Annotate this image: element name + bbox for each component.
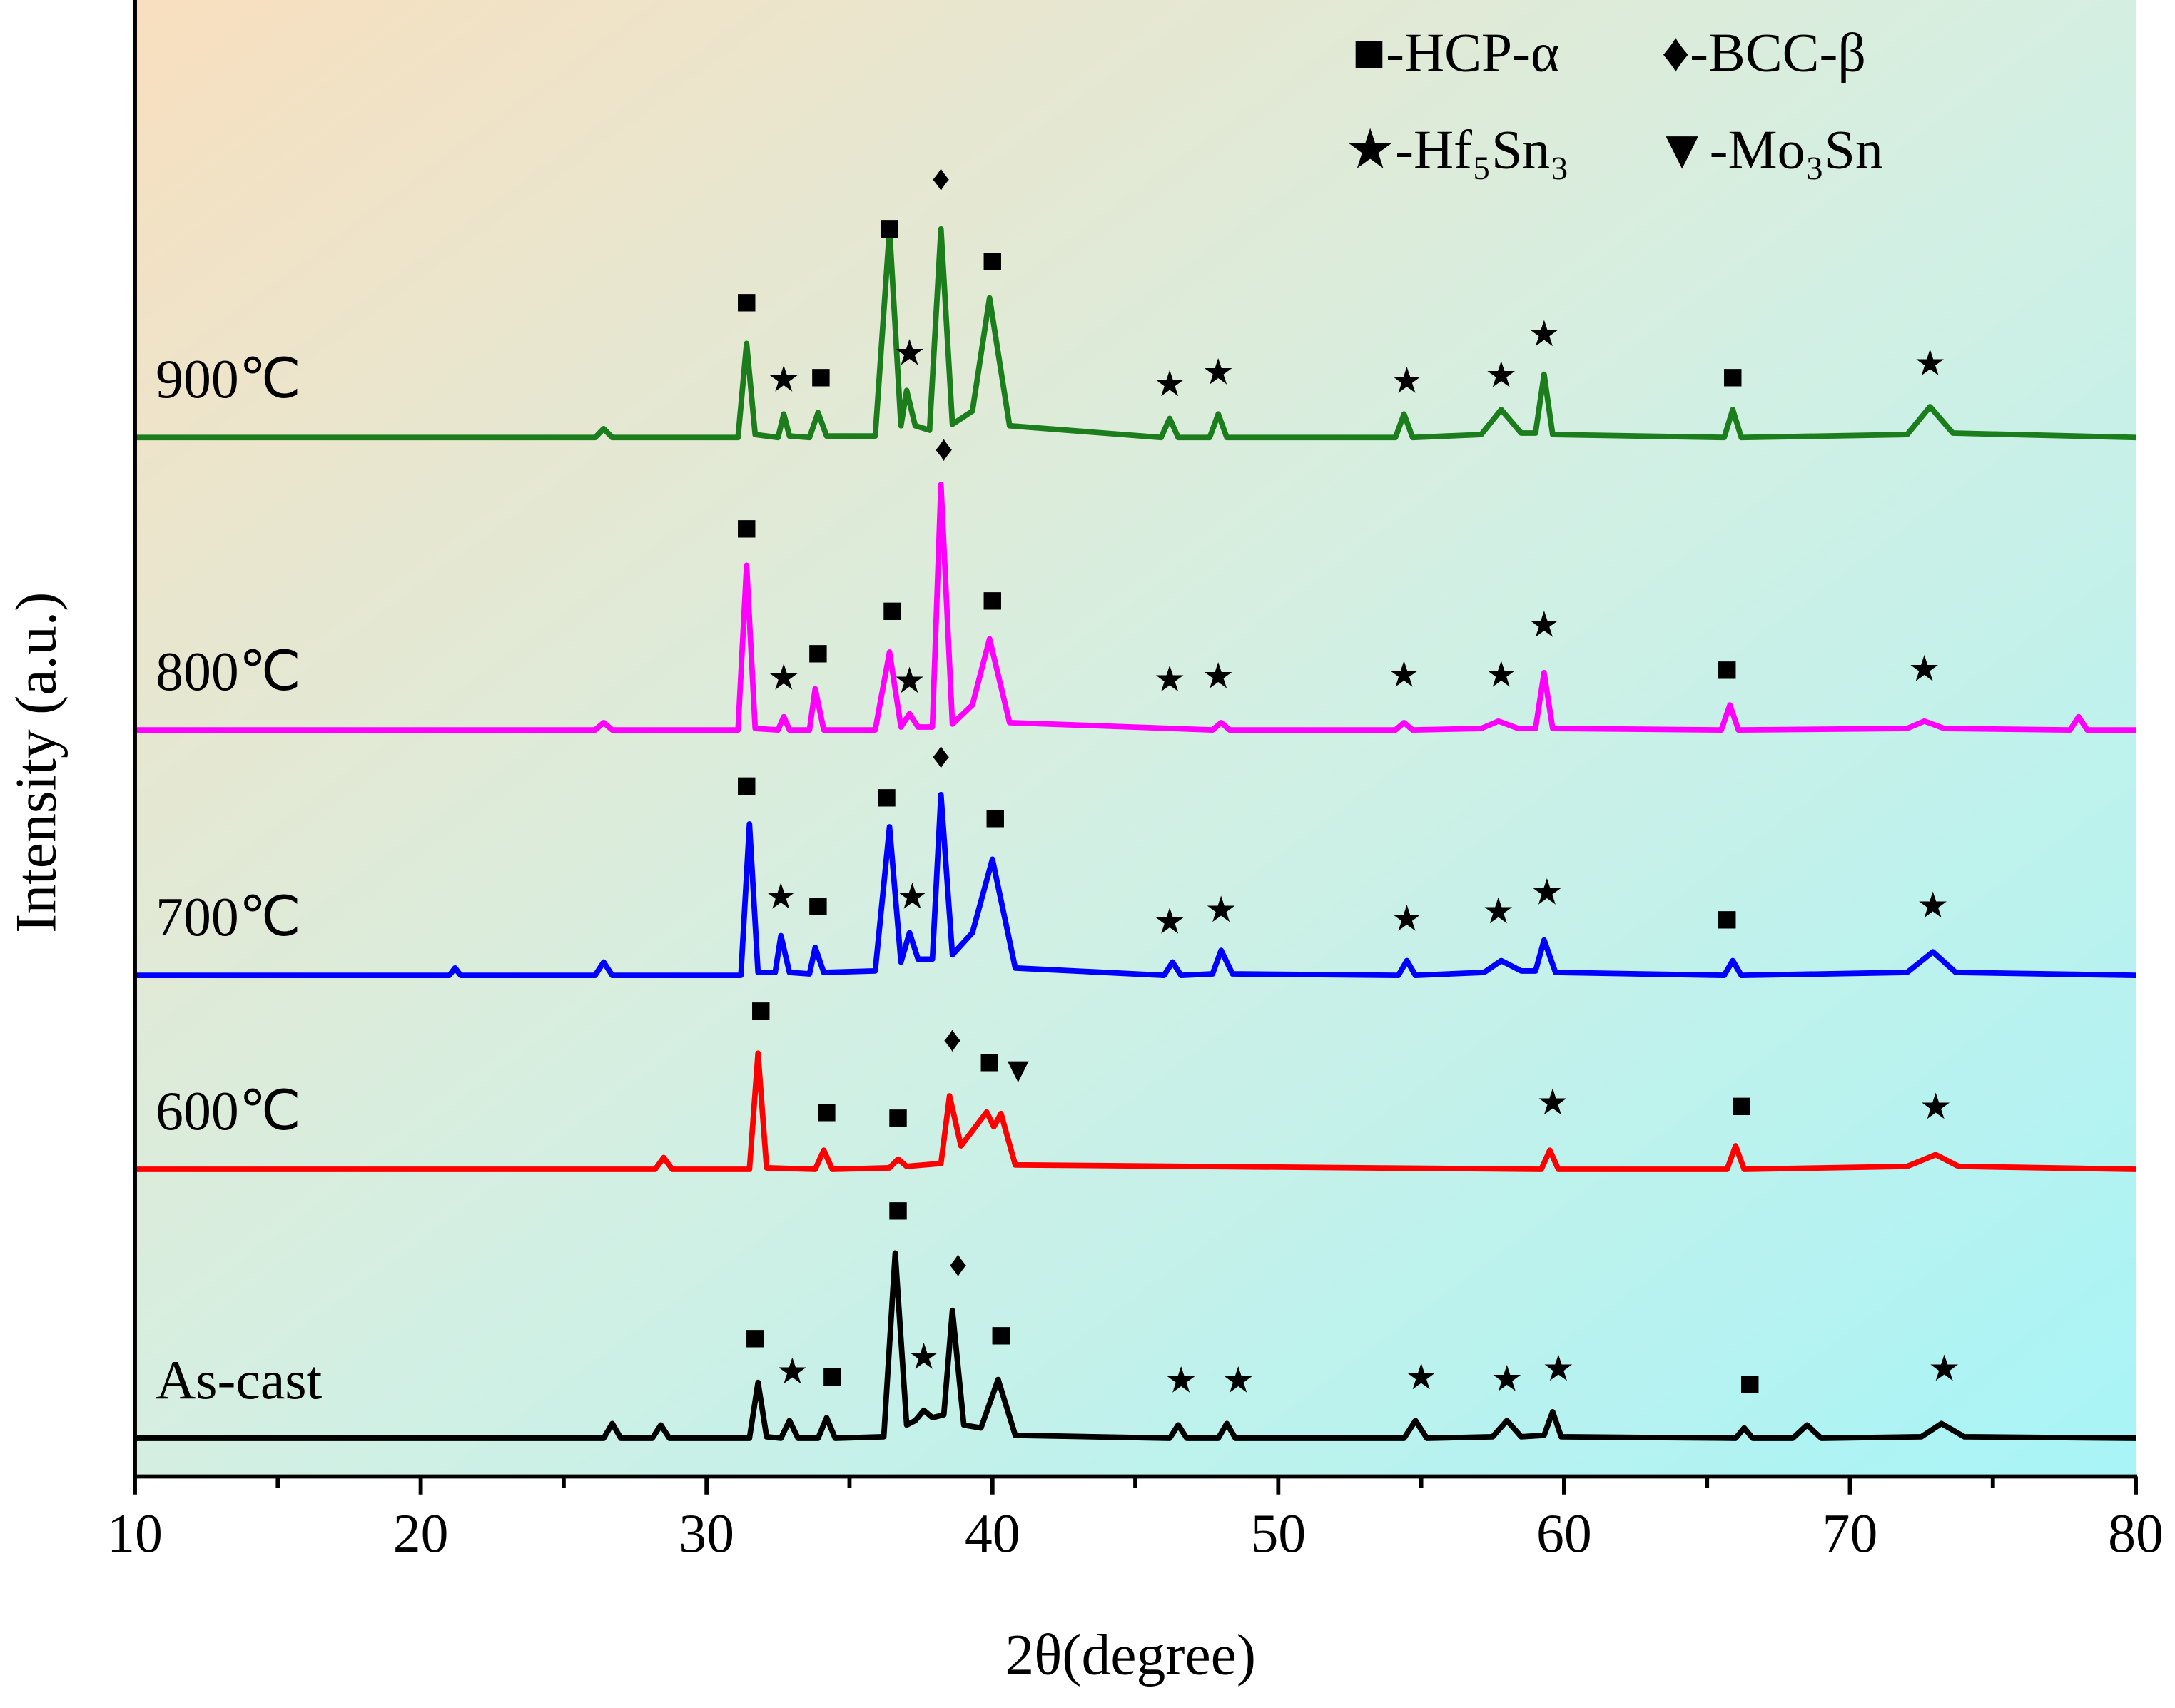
peak-marker: ♦	[943, 1019, 962, 1059]
peak-marker: ■	[978, 1041, 1000, 1081]
peak-marker: ■	[1716, 649, 1738, 688]
peak-marker: ■	[807, 885, 829, 925]
legend-entry: ▼-Mo₃Sn	[1655, 118, 1883, 180]
peak-marker: ★	[1531, 872, 1563, 912]
peak-marker: ■	[990, 1314, 1013, 1354]
peak-marker: ★	[893, 661, 926, 701]
legend-entry: ■-HCP-α	[1352, 21, 1560, 83]
x-tick-label: 20	[393, 1503, 449, 1564]
x-tick-label: 50	[1250, 1503, 1306, 1564]
peak-marker: ■	[1730, 1085, 1753, 1125]
peak-marker: ★	[1928, 1348, 1960, 1388]
peak-marker: ★	[896, 877, 928, 917]
x-tick-label: 10	[107, 1503, 163, 1564]
peak-marker: ★	[1528, 605, 1560, 645]
peak-marker: ■	[1739, 1363, 1761, 1403]
series-name: 600℃	[156, 1080, 301, 1142]
peak-marker: ■	[810, 356, 832, 396]
series-name: 800℃	[156, 641, 301, 702]
x-axis-title: 2θ(degree)	[1005, 1622, 1256, 1687]
peak-marker: ★	[1391, 899, 1423, 939]
peak-marker: ♦	[935, 428, 953, 468]
peak-marker: ★	[1153, 659, 1185, 699]
peak-marker: ■	[878, 208, 901, 248]
peak-marker: ♦	[949, 1244, 968, 1284]
peak-marker: ■	[736, 508, 758, 548]
peak-marker: ■	[1716, 899, 1738, 939]
peak-marker: ★	[1391, 361, 1423, 401]
x-tick-label: 40	[965, 1503, 1020, 1564]
peak-marker: ★	[1482, 891, 1514, 931]
peak-marker: ■	[736, 281, 758, 321]
peak-marker: ★	[1202, 656, 1234, 696]
peak-marker: ■	[807, 633, 829, 673]
series-name: 900℃	[156, 348, 301, 410]
series-line	[135, 1050, 2136, 1172]
peak-marker: ★	[1914, 343, 1946, 383]
peak-marker: ▼	[1000, 1050, 1036, 1090]
plot-background	[135, 0, 2136, 1477]
peak-marker: ■	[744, 1318, 766, 1358]
peak-marker: ■	[876, 777, 898, 817]
peak-marker: ★	[893, 333, 926, 373]
peak-marker: ★	[768, 360, 800, 400]
x-tick-label: 70	[1822, 1503, 1878, 1564]
peak-marker: ★	[1491, 1358, 1523, 1398]
peak-marker: ■	[736, 765, 758, 805]
peak-marker: ■	[1722, 356, 1744, 396]
peak-marker: ★	[1153, 902, 1185, 942]
peak-marker: ★	[1153, 364, 1185, 404]
peak-marker: ■	[981, 240, 1003, 280]
peak-marker: ★	[1908, 649, 1940, 688]
peak-marker: ★	[1917, 885, 1949, 925]
series-line	[135, 482, 2136, 733]
x-tick-label: 30	[679, 1503, 734, 1564]
series-line	[135, 225, 2136, 441]
peak-marker: ♦	[932, 736, 950, 776]
series-name: 700℃	[156, 886, 301, 947]
peak-marker: ■	[750, 990, 772, 1030]
peak-marker: ★	[765, 877, 797, 917]
peak-marker: ■	[887, 1189, 909, 1229]
peak-marker: ★	[1222, 1360, 1254, 1400]
peak-marker: ★	[1542, 1348, 1574, 1388]
peak-marker: ★	[1205, 890, 1237, 930]
peak-marker: ★	[1485, 355, 1517, 395]
peak-marker: ★	[1536, 1082, 1568, 1122]
peak-marker: ■	[887, 1097, 909, 1137]
peak-marker: ★	[1405, 1357, 1437, 1397]
peak-marker: ★	[1202, 352, 1234, 392]
peak-marker: ■	[985, 797, 1007, 837]
x-tick-label: 60	[1536, 1503, 1592, 1564]
peak-marker: ♦	[932, 158, 950, 198]
series-line	[135, 791, 2136, 978]
x-tick-label: 80	[2108, 1503, 2164, 1564]
peak-marker: ★	[908, 1336, 940, 1376]
legend-entry: ★-Hf₅Sn₃	[1345, 118, 1569, 180]
peak-marker: ★	[1528, 314, 1560, 354]
peak-marker: ★	[1485, 655, 1517, 695]
peak-marker: ■	[881, 590, 903, 630]
y-axis-title: Intensity (a.u.)	[4, 592, 69, 933]
peak-marker: ★	[1920, 1087, 1952, 1127]
peak-marker: ★	[1165, 1360, 1197, 1400]
series-line	[135, 1250, 2136, 1441]
legend-entry: ♦-BCC-β	[1661, 21, 1865, 83]
series-name: As-cast	[156, 1349, 322, 1410]
peak-marker: ★	[776, 1351, 808, 1391]
peak-marker: ■	[981, 580, 1003, 620]
peak-marker: ★	[1388, 655, 1420, 695]
peak-marker: ★	[768, 658, 800, 698]
peak-marker: ■	[821, 1356, 843, 1396]
peak-marker: ■	[816, 1091, 838, 1131]
